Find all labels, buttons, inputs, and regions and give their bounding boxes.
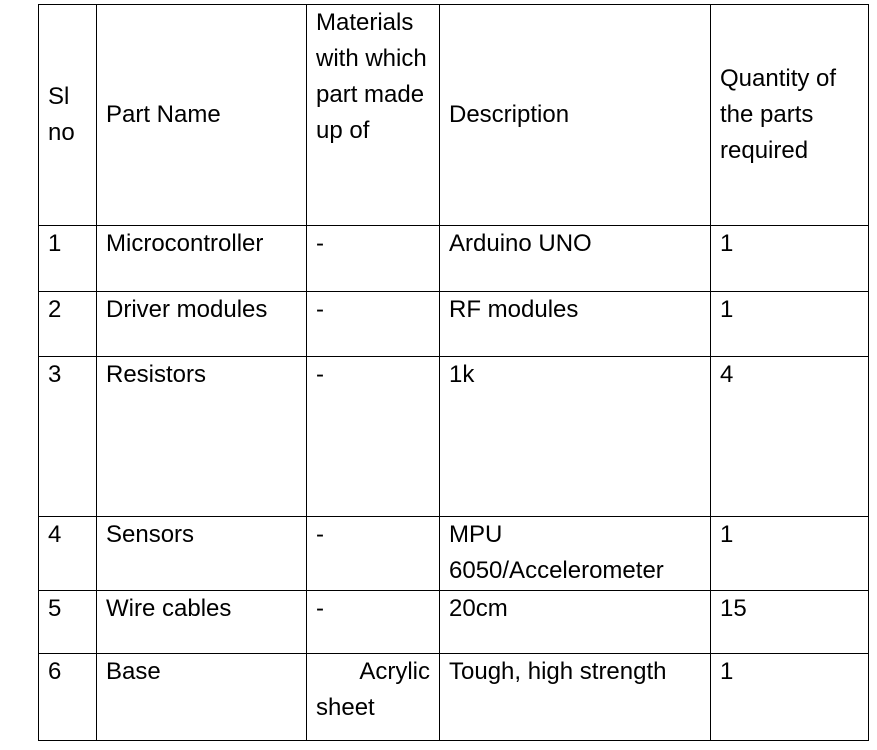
- cell-quantity: 1: [710, 225, 869, 292]
- material-line-1: Acrylic: [359, 658, 430, 685]
- cell-sl: 1: [38, 225, 97, 292]
- cell-quantity: 15: [710, 590, 869, 654]
- cell-description: RF modules: [439, 291, 711, 357]
- header-materials: Materials with which part made up of: [306, 4, 440, 226]
- cell-quantity: 1: [710, 516, 869, 591]
- cell-part-name: Wire cables: [96, 590, 307, 654]
- cell-part-name: Driver modules: [96, 291, 307, 357]
- header-quantity: Quantity of the parts required: [710, 4, 869, 226]
- cell-description: MPU 6050/Accelerometer: [439, 516, 711, 591]
- cell-part-name: Resistors: [96, 356, 307, 517]
- cell-quantity: 1: [710, 291, 869, 357]
- cell-sl: 6: [38, 653, 97, 741]
- parts-table: Sl no Part Name Materials with which par…: [38, 4, 869, 741]
- cell-description: 1k: [439, 356, 711, 517]
- cell-material: -: [306, 590, 440, 654]
- table-row: 1 Microcontroller - Arduino UNO 1: [38, 225, 869, 292]
- cell-description: Arduino UNO: [439, 225, 711, 292]
- cell-quantity: 4: [710, 356, 869, 517]
- cell-material: -: [306, 225, 440, 292]
- cell-part-name: Sensors: [96, 516, 307, 591]
- material-line-2: sheet: [316, 694, 375, 721]
- header-sl-no: Sl no: [38, 4, 97, 226]
- table-row: 3 Resistors - 1k 4: [38, 356, 869, 517]
- cell-description: Tough, high strength: [439, 653, 711, 741]
- header-description: Description: [439, 4, 711, 226]
- cell-sl: 2: [38, 291, 97, 357]
- cell-material: -: [306, 516, 440, 591]
- cell-material: -: [306, 356, 440, 517]
- table-row: 5 Wire cables - 20cm 15: [38, 590, 869, 654]
- table-row: 2 Driver modules - RF modules 1: [38, 291, 869, 357]
- cell-part-name: Base: [96, 653, 307, 741]
- cell-description: 20cm: [439, 590, 711, 654]
- cell-sl: 4: [38, 516, 97, 591]
- cell-material: Acrylic sheet: [306, 653, 440, 741]
- cell-quantity: 1: [710, 653, 869, 741]
- table-header-row: Sl no Part Name Materials with which par…: [38, 4, 869, 226]
- cell-part-name: Microcontroller: [96, 225, 307, 292]
- cell-sl: 5: [38, 590, 97, 654]
- table-row: 6 Base Acrylic sheet Tough, high strengt…: [38, 653, 869, 741]
- cell-material: -: [306, 291, 440, 357]
- cell-sl: 3: [38, 356, 97, 517]
- header-part-name: Part Name: [96, 4, 307, 226]
- table-row: 4 Sensors - MPU 6050/Accelerometer 1: [38, 516, 869, 591]
